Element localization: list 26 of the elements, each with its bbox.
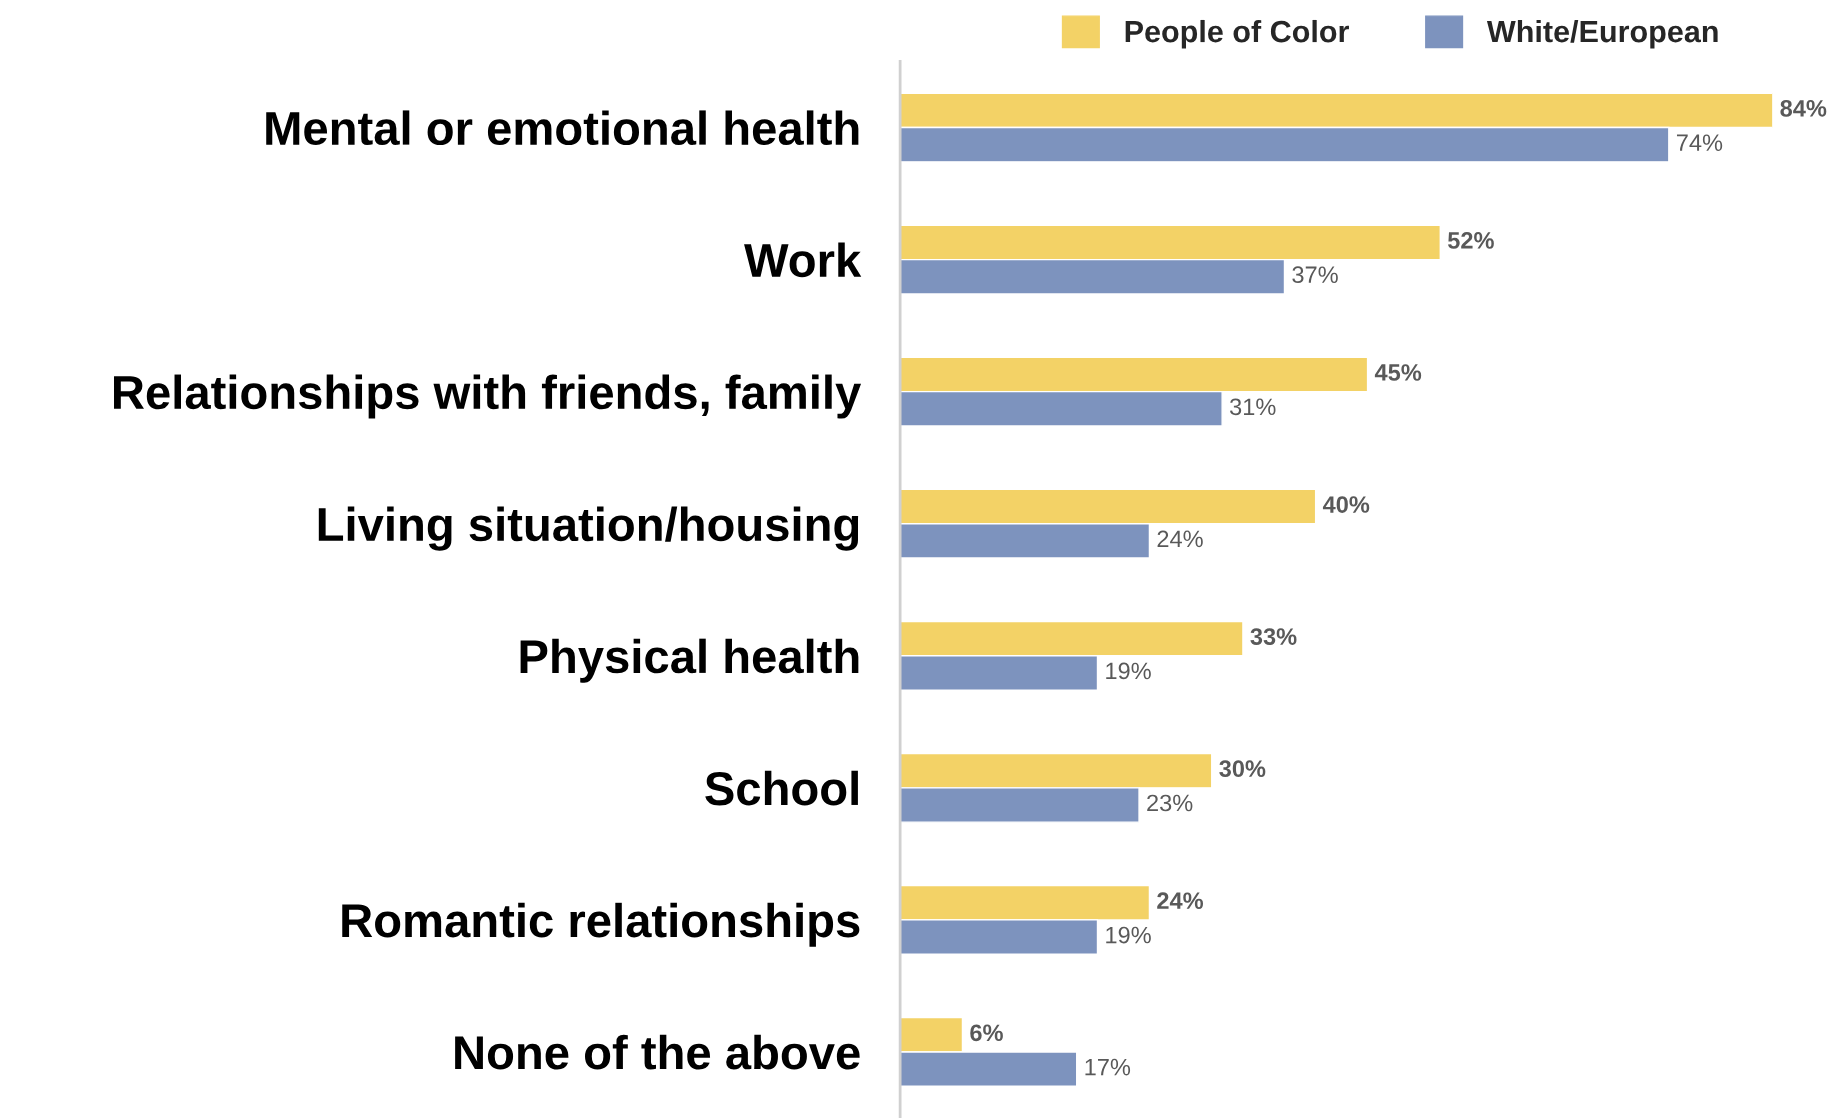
- data-label: 19%: [1106, 926, 1151, 944]
- y-tick-label: None of the above: [455, 1034, 860, 1070]
- legend-label: People of Color: [1125, 19, 1349, 49]
- data-label: 6%: [970, 1024, 1003, 1042]
- data-label: 40%: [1322, 496, 1370, 513]
- y-tick-label: Living situation/housing: [318, 506, 859, 551]
- y-tick-label: Physical health: [520, 638, 859, 683]
- data-label: 52%: [1447, 232, 1494, 249]
- data-label: 33%: [1250, 628, 1297, 645]
- data-label: 37%: [1292, 266, 1338, 284]
- data-label: 17%: [1085, 1058, 1131, 1076]
- y-tick-label: Mental or emotional health: [266, 110, 859, 146]
- y-tick-label: Romantic relationships: [342, 902, 860, 947]
- y-tick-label: School: [705, 770, 858, 806]
- data-label: 31%: [1230, 398, 1276, 416]
- data-label: 30%: [1219, 760, 1266, 778]
- y-tick-label: Relationships with friends, family: [114, 374, 862, 419]
- data-label: 45%: [1374, 364, 1422, 381]
- data-label: 84%: [1780, 99, 1827, 117]
- data-label: 19%: [1106, 662, 1151, 680]
- legend-label: White/European: [1486, 19, 1718, 49]
- data-label: 23%: [1147, 794, 1193, 812]
- data-label: 74%: [1676, 134, 1723, 151]
- y-tick-label: Work: [744, 242, 862, 278]
- data-label: 24%: [1157, 892, 1204, 910]
- data-label: 24%: [1157, 530, 1203, 548]
